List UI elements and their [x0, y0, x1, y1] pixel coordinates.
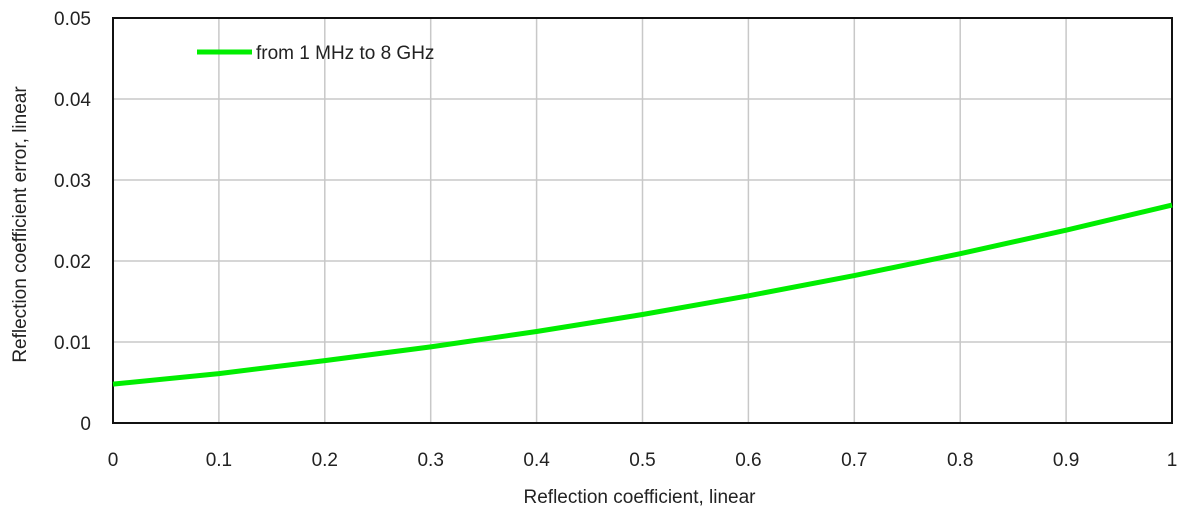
x-tick-label: 0.6	[735, 450, 761, 471]
x-tick-label: 0.3	[417, 450, 443, 471]
x-tick-label: 0.2	[312, 450, 338, 471]
y-tick-labels: 0 0.01 0.02 0.03 0.04 0.05	[54, 9, 91, 435]
x-tick-label: 0.5	[629, 450, 655, 471]
legend-label: from 1 MHz to 8 GHz	[256, 43, 434, 64]
y-tick-label: 0.02	[54, 252, 91, 273]
y-tick-label: 0	[80, 414, 91, 435]
series-line	[112, 202, 1173, 387]
plot-frame	[112, 17, 1173, 424]
x-tick-label: 0.9	[1053, 450, 1079, 471]
x-tick-label: 0.4	[523, 450, 550, 471]
grid	[112, 17, 1173, 424]
x-tick-labels: 0 0.1 0.2 0.3 0.4 0.5 0.6 0.7 0.8 0.9 1	[108, 450, 1178, 471]
y-tick-label: 0.05	[54, 9, 91, 30]
y-tick-label: 0.01	[54, 333, 91, 354]
x-tick-label: 1	[1167, 450, 1178, 471]
x-tick-label: 0.1	[206, 450, 232, 471]
x-axis-title: Reflection coefficient, linear	[524, 487, 757, 508]
y-tick-label: 0.03	[54, 171, 91, 192]
series-group	[112, 202, 1173, 387]
x-tick-label: 0.8	[947, 450, 973, 471]
x-tick-label: 0	[108, 450, 119, 471]
y-axis-title: Reflection coefficient error, linear	[10, 86, 31, 363]
legend: from 1 MHz to 8 GHz	[197, 43, 434, 64]
y-tick-label: 0.04	[54, 90, 91, 111]
x-tick-label: 0.7	[841, 450, 867, 471]
